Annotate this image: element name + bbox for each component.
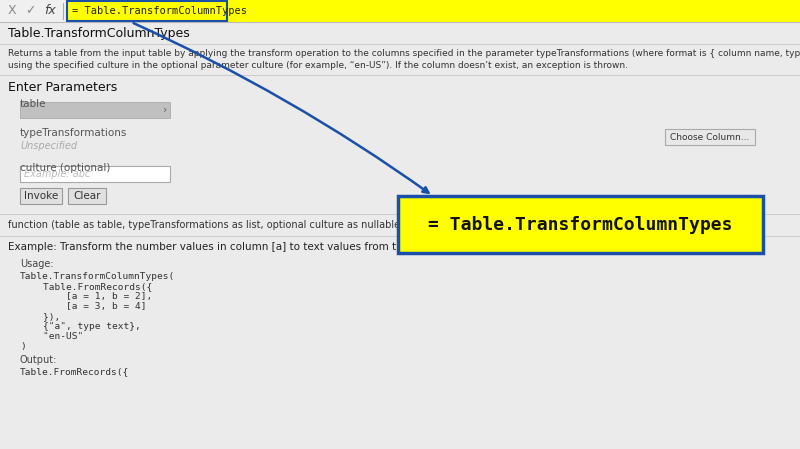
Text: Choose Column...: Choose Column... [670,132,750,141]
Text: }),: }), [20,312,60,321]
Text: Example: Transform the number values in column [a] to text values from the table: Example: Transform the number values in … [8,242,626,252]
Text: {"a", type text},: {"a", type text}, [20,322,141,331]
Bar [20,102,170,118]
Text: function (table as table, typeTransformations as list, optional culture as nulla: function (table as table, typeTransforma… [8,220,469,230]
Bar [20,188,62,204]
Bar [68,188,106,204]
Bar [665,129,755,145]
Text: typeTransformations: typeTransformations [20,128,127,138]
Text: culture (optional): culture (optional) [20,163,110,173]
Text: = Table.TransformColumnTypes: = Table.TransformColumnTypes [72,6,247,16]
Text: Returns a table from the input table by applying the transform operation to the : Returns a table from the input table by … [8,49,800,58]
Text: ): ) [20,342,26,351]
Text: [a = 3, b = 4]: [a = 3, b = 4] [20,302,146,311]
Bar [0,0,800,22]
Text: table: table [20,99,46,109]
Text: Enter Parameters: Enter Parameters [8,81,118,94]
Bar [0,0,800,22]
Text: [a = 1, b = 2],: [a = 1, b = 2], [20,292,152,301]
Text: Usage:: Usage: [20,259,54,269]
Text: Table.FromRecords({: Table.FromRecords({ [20,367,130,376]
Text: = Table.TransformColumnTypes: = Table.TransformColumnTypes [428,216,733,233]
Text: Invoke: Invoke [24,191,58,201]
Text: ✓: ✓ [25,4,35,18]
Text: Example: abc: Example: abc [24,169,90,179]
Text: Unspecified: Unspecified [20,141,77,151]
Text: using the specified culture in the optional parameter culture (for example, “en-: using the specified culture in the optio… [8,61,628,70]
Text: Table.TransformColumnTypes(: Table.TransformColumnTypes( [20,272,175,281]
Bar [398,196,763,253]
Bar [0,0,185,22]
Text: "en-US": "en-US" [20,332,83,341]
Bar [67,1,227,21]
Text: Table.FromRecords({: Table.FromRecords({ [20,282,152,291]
Bar [20,166,170,182]
Text: fx: fx [44,4,56,18]
Text: Table.TransformColumnTypes: Table.TransformColumnTypes [8,27,190,40]
Text: X: X [8,4,16,18]
Text: ›: › [163,105,167,115]
Text: Output:: Output: [20,355,58,365]
Text: Clear: Clear [74,191,101,201]
